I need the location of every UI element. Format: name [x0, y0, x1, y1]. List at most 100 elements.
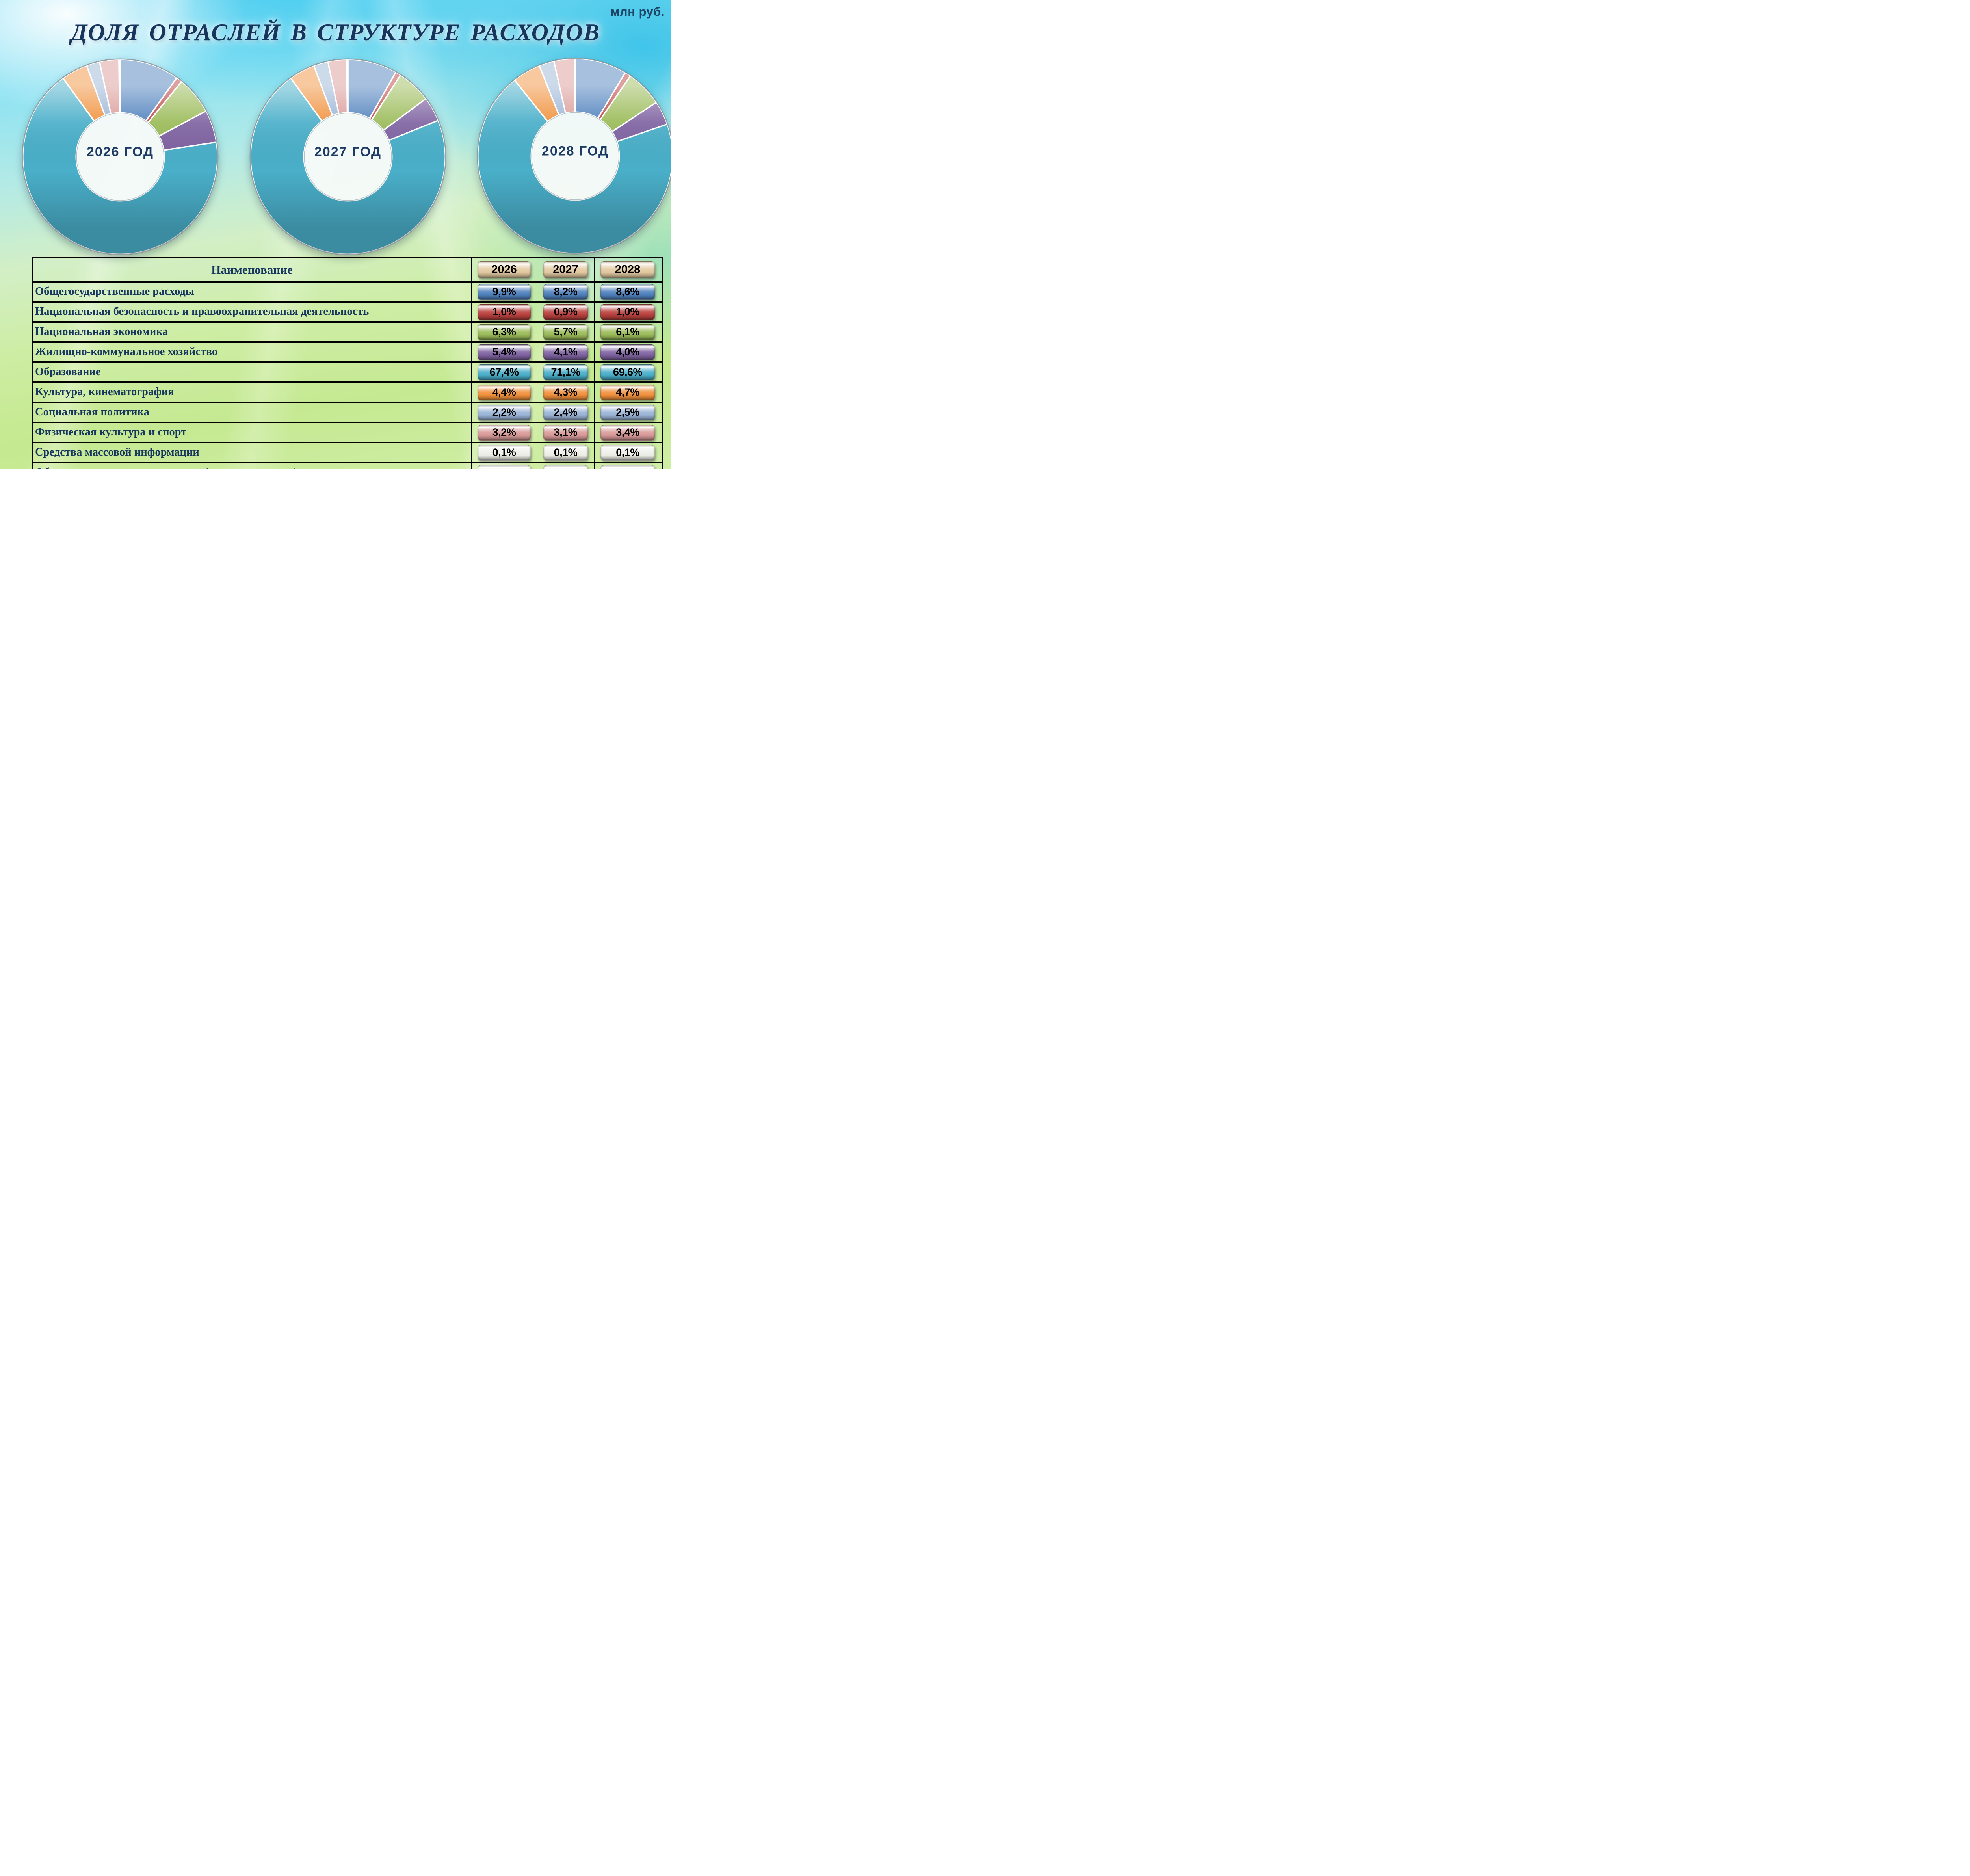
year-pill-2028: 2028: [600, 261, 655, 278]
row-label: Жилищно-коммунальное хозяйство: [33, 343, 472, 361]
value-pill-2028: 69,6%: [600, 364, 655, 380]
value-cell-2028: 3,4%: [595, 423, 661, 442]
year-pill-2027: 2027: [543, 261, 588, 278]
value-cell-2026: 0,1%: [472, 443, 537, 462]
value-cell-2028: 8,6%: [595, 283, 661, 301]
value-cell-2028: 69,6%: [595, 363, 661, 381]
value-cell-2028: 4,7%: [595, 383, 661, 402]
table-row: Средства массовой информации 0,1% 0,1% 0,1%: [33, 443, 662, 463]
value-cell-2028: 1,0%: [595, 303, 661, 321]
donut-hole: [76, 113, 164, 201]
value-cell-2028: 2,5%: [595, 403, 661, 422]
donut-gloss-overlay: [250, 59, 446, 255]
value-pill-2026: 4,4%: [478, 384, 531, 400]
table-row: Образование 67,4% 71,1% 69,6%: [33, 363, 662, 383]
value-pill-2027: 2,4%: [543, 404, 588, 420]
value-pill-2026: 0,1%: [478, 465, 531, 469]
value-pill-2027: 0,1%: [543, 444, 588, 461]
value-pill-2026: 3,2%: [478, 424, 531, 441]
value-pill-2028: 0,1%: [600, 444, 655, 461]
donut-svg-2027: [249, 58, 446, 255]
value-pill-2028: 4,7%: [600, 384, 655, 400]
value-cell-2027: 0,1%: [537, 463, 595, 469]
value-cell-2026: 5,4%: [472, 343, 537, 361]
donut-svg-2026: [22, 58, 219, 255]
slide: млн руб. ДОЛЯ ОТРАСЛЕЙ В СТРУКТУРЕ РАСХО…: [0, 0, 671, 469]
value-pill-2026: 5,4%: [478, 344, 531, 360]
donut-outer-rim: [22, 58, 219, 255]
value-cell-2026: 3,2%: [472, 423, 537, 442]
value-pill-2028: 8,6%: [600, 284, 655, 300]
donut-gloss-overlay: [478, 58, 671, 254]
row-label: Обслуживание государственного (муниципал…: [33, 463, 472, 469]
table-row: Национальная безопасность и правоохранит…: [33, 303, 662, 323]
value-pill-2027: 8,2%: [543, 284, 588, 300]
table-header-year-cell: 2028: [595, 258, 661, 281]
value-pill-2026: 2,2%: [478, 404, 531, 420]
value-pill-2026: 1,0%: [478, 304, 531, 320]
value-cell-2028: 6,1%: [595, 323, 661, 341]
value-cell-2027: 5,7%: [537, 323, 595, 341]
page-title: ДОЛЯ ОТРАСЛЕЙ В СТРУКТУРЕ РАСХОДОВ: [71, 19, 600, 45]
value-pill-2026: 9,9%: [478, 284, 531, 300]
row-label: Национальная экономика: [33, 323, 472, 341]
donut-chart-2026: 2026 ГОД: [20, 56, 221, 257]
table-header-row: Наименование 2026 2027 2028: [33, 258, 662, 283]
expense-share-table: Наименование 2026 2027 2028 Общегосударс…: [32, 257, 663, 469]
value-cell-2026: 2,2%: [472, 403, 537, 422]
value-pill-2028: 0,03%: [600, 465, 655, 469]
value-pill-2028: 3,4%: [600, 424, 655, 441]
value-pill-2026: 0,1%: [478, 444, 531, 461]
row-label: Культура, кинематография: [33, 383, 472, 402]
table-header-name: Наименование: [33, 258, 472, 281]
value-pill-2026: 67,4%: [478, 364, 531, 380]
value-cell-2028: 0,03%: [595, 463, 661, 469]
value-pill-2027: 4,1%: [543, 344, 588, 360]
donut-svg-2028: [477, 58, 671, 255]
row-label: Социальная политика: [33, 403, 472, 422]
value-pill-2027: 71,1%: [543, 364, 588, 380]
value-pill-2027: 5,7%: [543, 324, 588, 340]
value-cell-2026: 4,4%: [472, 383, 537, 402]
donut-outer-rim: [477, 58, 671, 255]
value-cell-2027: 2,4%: [537, 403, 595, 422]
table-row: Общегосударственные расходы 9,9% 8,2% 8,6%: [33, 283, 662, 303]
value-cell-2027: 8,2%: [537, 283, 595, 301]
value-pill-2026: 6,3%: [478, 324, 531, 340]
value-cell-2027: 4,3%: [537, 383, 595, 402]
donut-hole: [531, 112, 619, 200]
value-cell-2026: 6,3%: [472, 323, 537, 341]
donut-hole: [304, 113, 392, 201]
table-body: Общегосударственные расходы 9,9% 8,2% 8,6% Н…: [33, 283, 662, 469]
value-cell-2026: 1,0%: [472, 303, 537, 321]
value-pill-2028: 6,1%: [600, 324, 655, 340]
value-pill-2027: 3,1%: [543, 424, 588, 441]
value-cell-2027: 0,1%: [537, 443, 595, 462]
row-label: Национальная безопасность и правоохранит…: [33, 303, 472, 321]
row-label: Средства массовой информации: [33, 443, 472, 462]
value-cell-2027: 4,1%: [537, 343, 595, 361]
value-cell-2027: 0,9%: [537, 303, 595, 321]
table-header-year-cell: 2026: [472, 258, 537, 281]
row-label: Образование: [33, 363, 472, 381]
table-row: Социальная политика 2,2% 2,4% 2,5%: [33, 403, 662, 423]
table-row: Обслуживание государственного (муниципал…: [33, 463, 662, 469]
value-cell-2028: 0,1%: [595, 443, 661, 462]
donut-chart-2027: 2027 ГОД: [247, 56, 448, 257]
value-pill-2028: 1,0%: [600, 304, 655, 320]
donut-chart-2028: 2028 ГОД: [475, 56, 671, 257]
value-cell-2028: 4,0%: [595, 343, 661, 361]
table-row: Культура, кинематография 4,4% 4,3% 4,7%: [33, 383, 662, 403]
value-pill-2027: 0,1%: [543, 465, 588, 469]
table-row: Жилищно-коммунальное хозяйство 5,4% 4,1% 4,…: [33, 343, 662, 363]
year-pill-2026: 2026: [478, 261, 531, 278]
table-row: Национальная экономика 6,3% 5,7% 6,1%: [33, 323, 662, 343]
value-pill-2027: 0,9%: [543, 304, 588, 320]
table-header-year-cell: 2027: [537, 258, 595, 281]
value-cell-2026: 9,9%: [472, 283, 537, 301]
donut-gloss-overlay: [22, 59, 218, 255]
value-cell-2027: 3,1%: [537, 423, 595, 442]
units-label: млн руб.: [610, 5, 665, 19]
donut-outer-rim: [249, 58, 446, 255]
row-label: Физическая культура и спорт: [33, 423, 472, 442]
